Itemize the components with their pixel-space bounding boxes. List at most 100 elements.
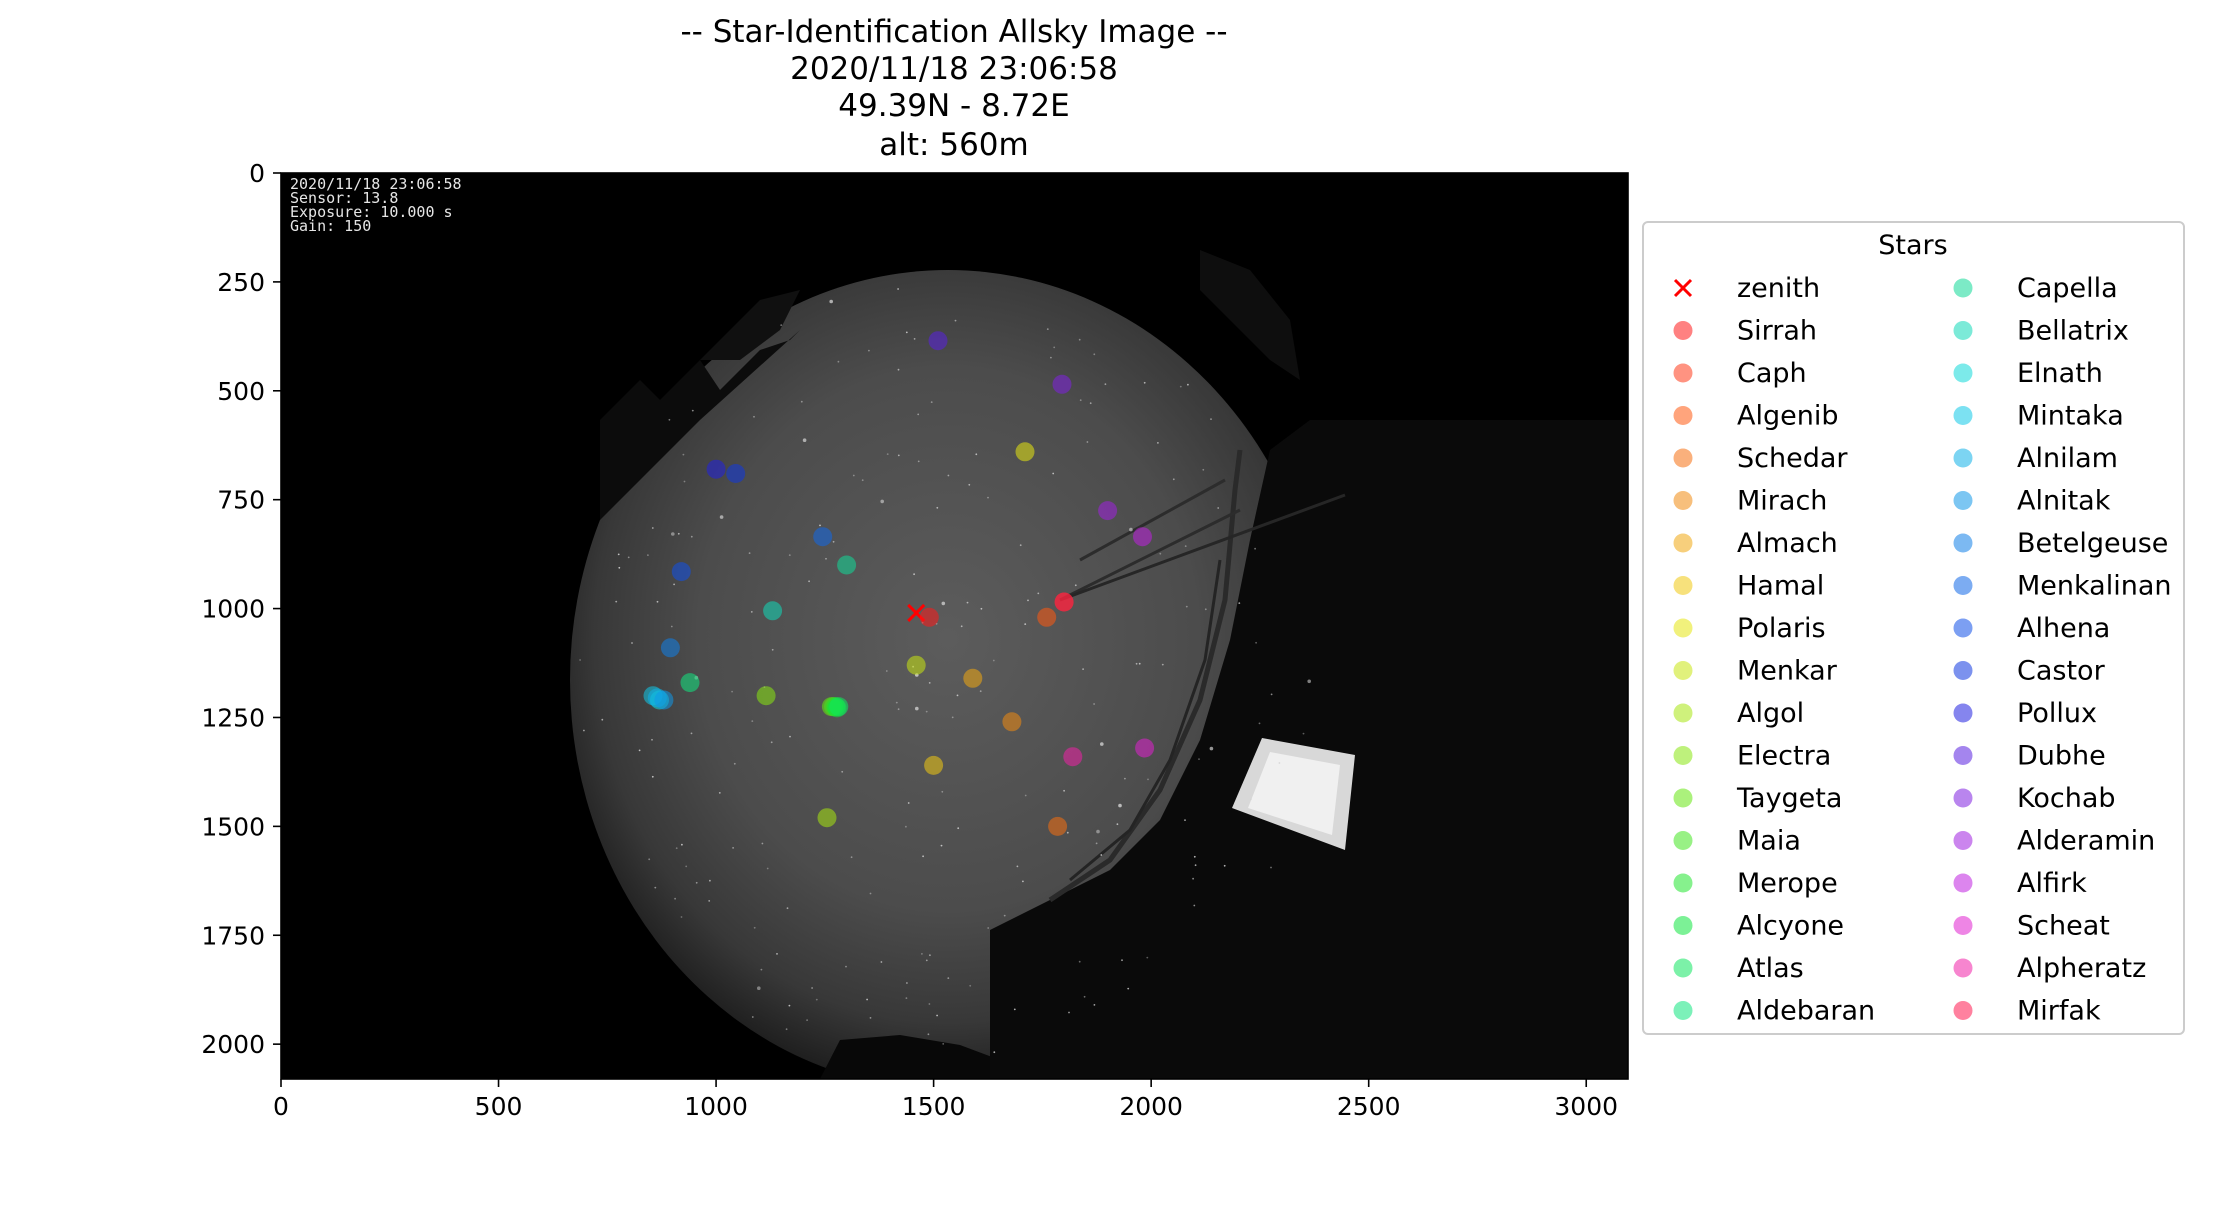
y-tick-label: 1750 <box>201 921 265 950</box>
background-star <box>1161 663 1164 666</box>
background-star <box>1093 1004 1096 1006</box>
background-star <box>1082 668 1084 670</box>
legend-label: Betelgeuse <box>2017 528 2168 559</box>
legend-entry-alpheratz: Alpheratz <box>1953 953 2146 984</box>
background-star <box>1172 478 1175 481</box>
legend-label: Atlas <box>1737 953 1804 984</box>
legend-label: Polaris <box>1737 613 1826 644</box>
background-star <box>906 982 908 984</box>
background-star <box>895 701 898 704</box>
background-star <box>1083 995 1086 998</box>
background-star <box>1223 864 1226 867</box>
background-star <box>1278 762 1281 764</box>
x-tick-label: 2500 <box>1337 1092 1401 1121</box>
y-tick-label: 250 <box>217 268 265 297</box>
legend-label: Alnitak <box>2017 486 2111 517</box>
background-star <box>913 338 916 340</box>
background-star <box>1202 468 1205 471</box>
background-star <box>708 900 711 902</box>
star-marker-betelgeuse <box>660 638 680 658</box>
background-star <box>685 865 688 868</box>
legend-entries: zenith Sirrah Caph Algenib Schedar Mirach Alma… <box>1673 273 2172 1027</box>
background-star <box>928 1003 931 1005</box>
star-marker-aldebaran <box>680 673 700 693</box>
legend-label: Mintaka <box>2017 401 2124 432</box>
background-star <box>1019 544 1022 547</box>
legend-label: Scheat <box>2017 911 2110 942</box>
legend-entry-electra: Electra <box>1673 741 1831 772</box>
image-stamp-line-4: Gain: 150 <box>290 217 371 235</box>
legend-entry-capella: Capella <box>1953 273 2118 304</box>
background-star <box>880 961 883 963</box>
background-star <box>760 968 763 971</box>
background-star <box>709 879 711 882</box>
legend-label: Menkar <box>1737 656 1838 687</box>
background-star <box>936 506 939 509</box>
background-star <box>579 659 581 661</box>
legend-label: Capella <box>2017 273 2118 304</box>
legend-label: Almach <box>1737 528 1838 559</box>
legend-entry-zenith: zenith <box>1673 273 1820 304</box>
legend-label: Dubhe <box>2017 741 2106 772</box>
background-star <box>674 897 676 900</box>
background-star <box>936 1014 938 1017</box>
background-star <box>751 1016 754 1018</box>
image-stamp-line-1: 2020/11/18 23:06:58 <box>290 175 462 193</box>
legend-label: Alderamin <box>2017 826 2155 857</box>
background-star <box>771 648 774 651</box>
background-star <box>1066 831 1069 834</box>
background-star <box>1138 662 1141 665</box>
star-marker-almach <box>963 668 983 688</box>
y-tick-label: 0 <box>249 159 265 188</box>
background-star <box>753 415 755 418</box>
background-star <box>942 1043 945 1045</box>
background-star <box>1104 383 1107 386</box>
y-tick-label: 1000 <box>201 595 265 624</box>
background-star <box>1193 855 1196 858</box>
star-marker-alnitak <box>654 690 674 710</box>
legend-entry-castor: Castor <box>1953 656 2106 687</box>
background-star <box>806 1019 808 1021</box>
background-star <box>1147 778 1149 781</box>
background-star <box>719 515 724 519</box>
background-star <box>905 997 908 999</box>
background-star <box>880 499 884 504</box>
legend-entry-mirach: Mirach <box>1673 486 1827 517</box>
background-star <box>897 708 900 711</box>
background-star <box>956 694 959 697</box>
background-star <box>1116 823 1119 826</box>
background-star <box>1050 356 1052 359</box>
star-marker-menkalinan <box>813 527 833 547</box>
background-star <box>618 566 621 569</box>
star-marker-algol <box>817 808 837 828</box>
background-star <box>1159 552 1162 555</box>
background-star <box>917 460 920 463</box>
background-star <box>1096 829 1100 834</box>
legend-entry-elnath: Elnath <box>1953 358 2103 389</box>
background-star <box>829 299 833 304</box>
y-tick-label: 2000 <box>201 1030 265 1059</box>
background-star <box>915 706 919 711</box>
background-star <box>841 770 844 773</box>
background-star <box>929 954 931 957</box>
background-star <box>869 892 872 895</box>
legend-label: Alpheratz <box>2017 953 2146 984</box>
background-star <box>1307 679 1311 684</box>
legend-label: Pollux <box>2017 698 2097 729</box>
background-star <box>789 735 791 738</box>
background-star <box>1250 798 1252 801</box>
legend-label: Menkalinan <box>2017 571 2172 602</box>
background-star <box>1302 732 1305 735</box>
star-marker-alderamin <box>1098 501 1118 521</box>
background-star <box>1022 880 1024 883</box>
background-star <box>1194 864 1197 867</box>
star-marker-sirrah <box>919 607 939 627</box>
background-star <box>638 749 641 752</box>
chart-title: -- Star-Identification Allsky Image -- <box>680 14 1227 50</box>
star-marker-bellatrix <box>763 601 783 621</box>
background-star <box>690 732 693 735</box>
background-star <box>922 855 924 858</box>
chart-subtitle-altitude: alt: 560m <box>879 127 1028 163</box>
background-star <box>654 886 657 889</box>
